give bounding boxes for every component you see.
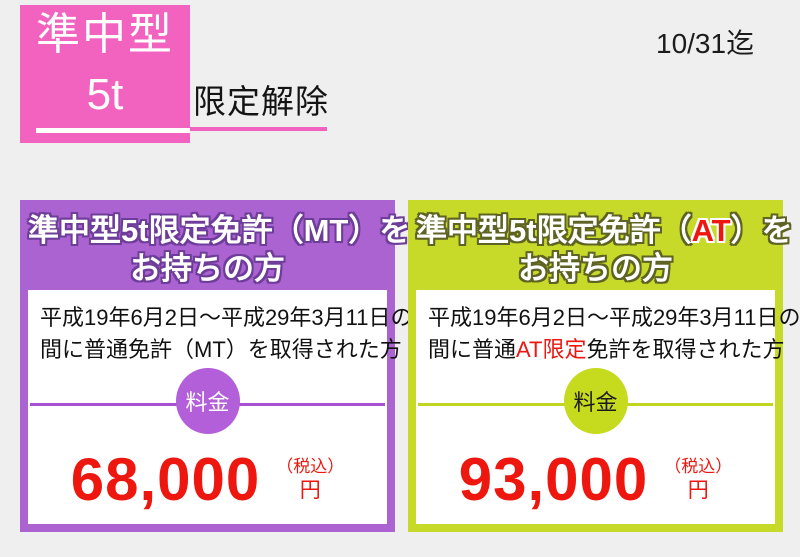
fee-circle-at: 料金 (563, 368, 628, 434)
card-at-header: 準中型5t限定免許（AT）を お持ちの方 (416, 208, 793, 290)
card-at-description: 平成19年6月2日～平成29年3月11日の 間に普通AT限定免許を取得された方 (416, 290, 800, 366)
card-at: 準中型5t限定免許（AT）を お持ちの方 平成19年6月2日～平成29年3月11… (408, 200, 800, 532)
badge-underline (36, 128, 190, 133)
title-post: ）を (348, 213, 411, 248)
deadline-note: 10/31迄 (656, 28, 755, 59)
fee-circle-mt: 料金 (175, 368, 240, 434)
card-mt-title-line2: お持ちの方 (130, 251, 285, 286)
card-mt-description: 平成19年6月2日～平成29年3月11日の 間に普通免許（MT）を取得された方 (28, 290, 413, 366)
currency-unit: 円 (687, 478, 709, 502)
card-at-body: 平成19年6月2日～平成29年3月11日の 間に普通AT限定免許を取得された方 … (416, 290, 800, 524)
desc-line1: 平成19年6月2日～平成29年3月11日の (428, 305, 800, 330)
card-mt: 準中型5t限定免許（MT）を お持ちの方 平成19年6月2日～平成29年3月11… (20, 200, 413, 532)
tax-note: （税込） (664, 457, 733, 477)
fee-divider-mt: 料金 (30, 368, 385, 438)
title-pre: 準中型5t限定免許（ (416, 213, 692, 248)
card-mt-title-line1: 準中型5t限定免許（MT）を (28, 208, 410, 250)
license-class-badge: 準中型 5t (20, 5, 190, 143)
tax-note: （税込） (276, 457, 345, 477)
fee-label: 料金 (573, 390, 618, 415)
price-amount-mt: 68,000 (70, 446, 261, 513)
title-variant-mt: MT (303, 213, 349, 248)
card-at-title-line2: お持ちの方 (518, 251, 673, 286)
fee-label: 料金 (185, 390, 230, 415)
desc-line2-pre: 間に普通 (40, 336, 129, 362)
currency-unit: 円 (299, 478, 321, 502)
title-post: ）を (730, 213, 793, 248)
tax-block-at: （税込） 円 (664, 457, 732, 503)
badge-line2: 5t (86, 70, 124, 119)
desc-highlight: AT限定 (516, 336, 587, 362)
price-amount-at: 93,000 (458, 446, 649, 513)
card-mt-header: 準中型5t限定免許（MT）を お持ちの方 (28, 208, 410, 290)
fee-divider-at: 料金 (418, 368, 773, 438)
card-at-title-line1: 準中型5t限定免許（AT）を (416, 208, 793, 250)
card-mt-price: 68,000 （税込） 円 (28, 450, 387, 510)
card-at-price: 93,000 （税込） 円 (416, 450, 775, 510)
title-pre: 準中型5t限定免許（ (28, 213, 304, 248)
page-title: 限定解除 (193, 83, 329, 120)
desc-line1: 平成19年6月2日～平成29年3月11日の (40, 305, 413, 330)
desc-line2-post: 免許を取得された方 (586, 336, 785, 362)
desc-line2-pre: 間に普通 (428, 336, 517, 362)
title-underline (190, 127, 327, 131)
badge-line1: 準中型 (36, 10, 174, 59)
tax-block-mt: （税込） 円 (276, 457, 344, 503)
desc-line2-post: 免許（MT）を取得された方 (128, 336, 402, 362)
card-mt-body: 平成19年6月2日～平成29年3月11日の 間に普通免許（MT）を取得された方 … (28, 290, 413, 524)
title-variant-at: AT (691, 213, 731, 248)
